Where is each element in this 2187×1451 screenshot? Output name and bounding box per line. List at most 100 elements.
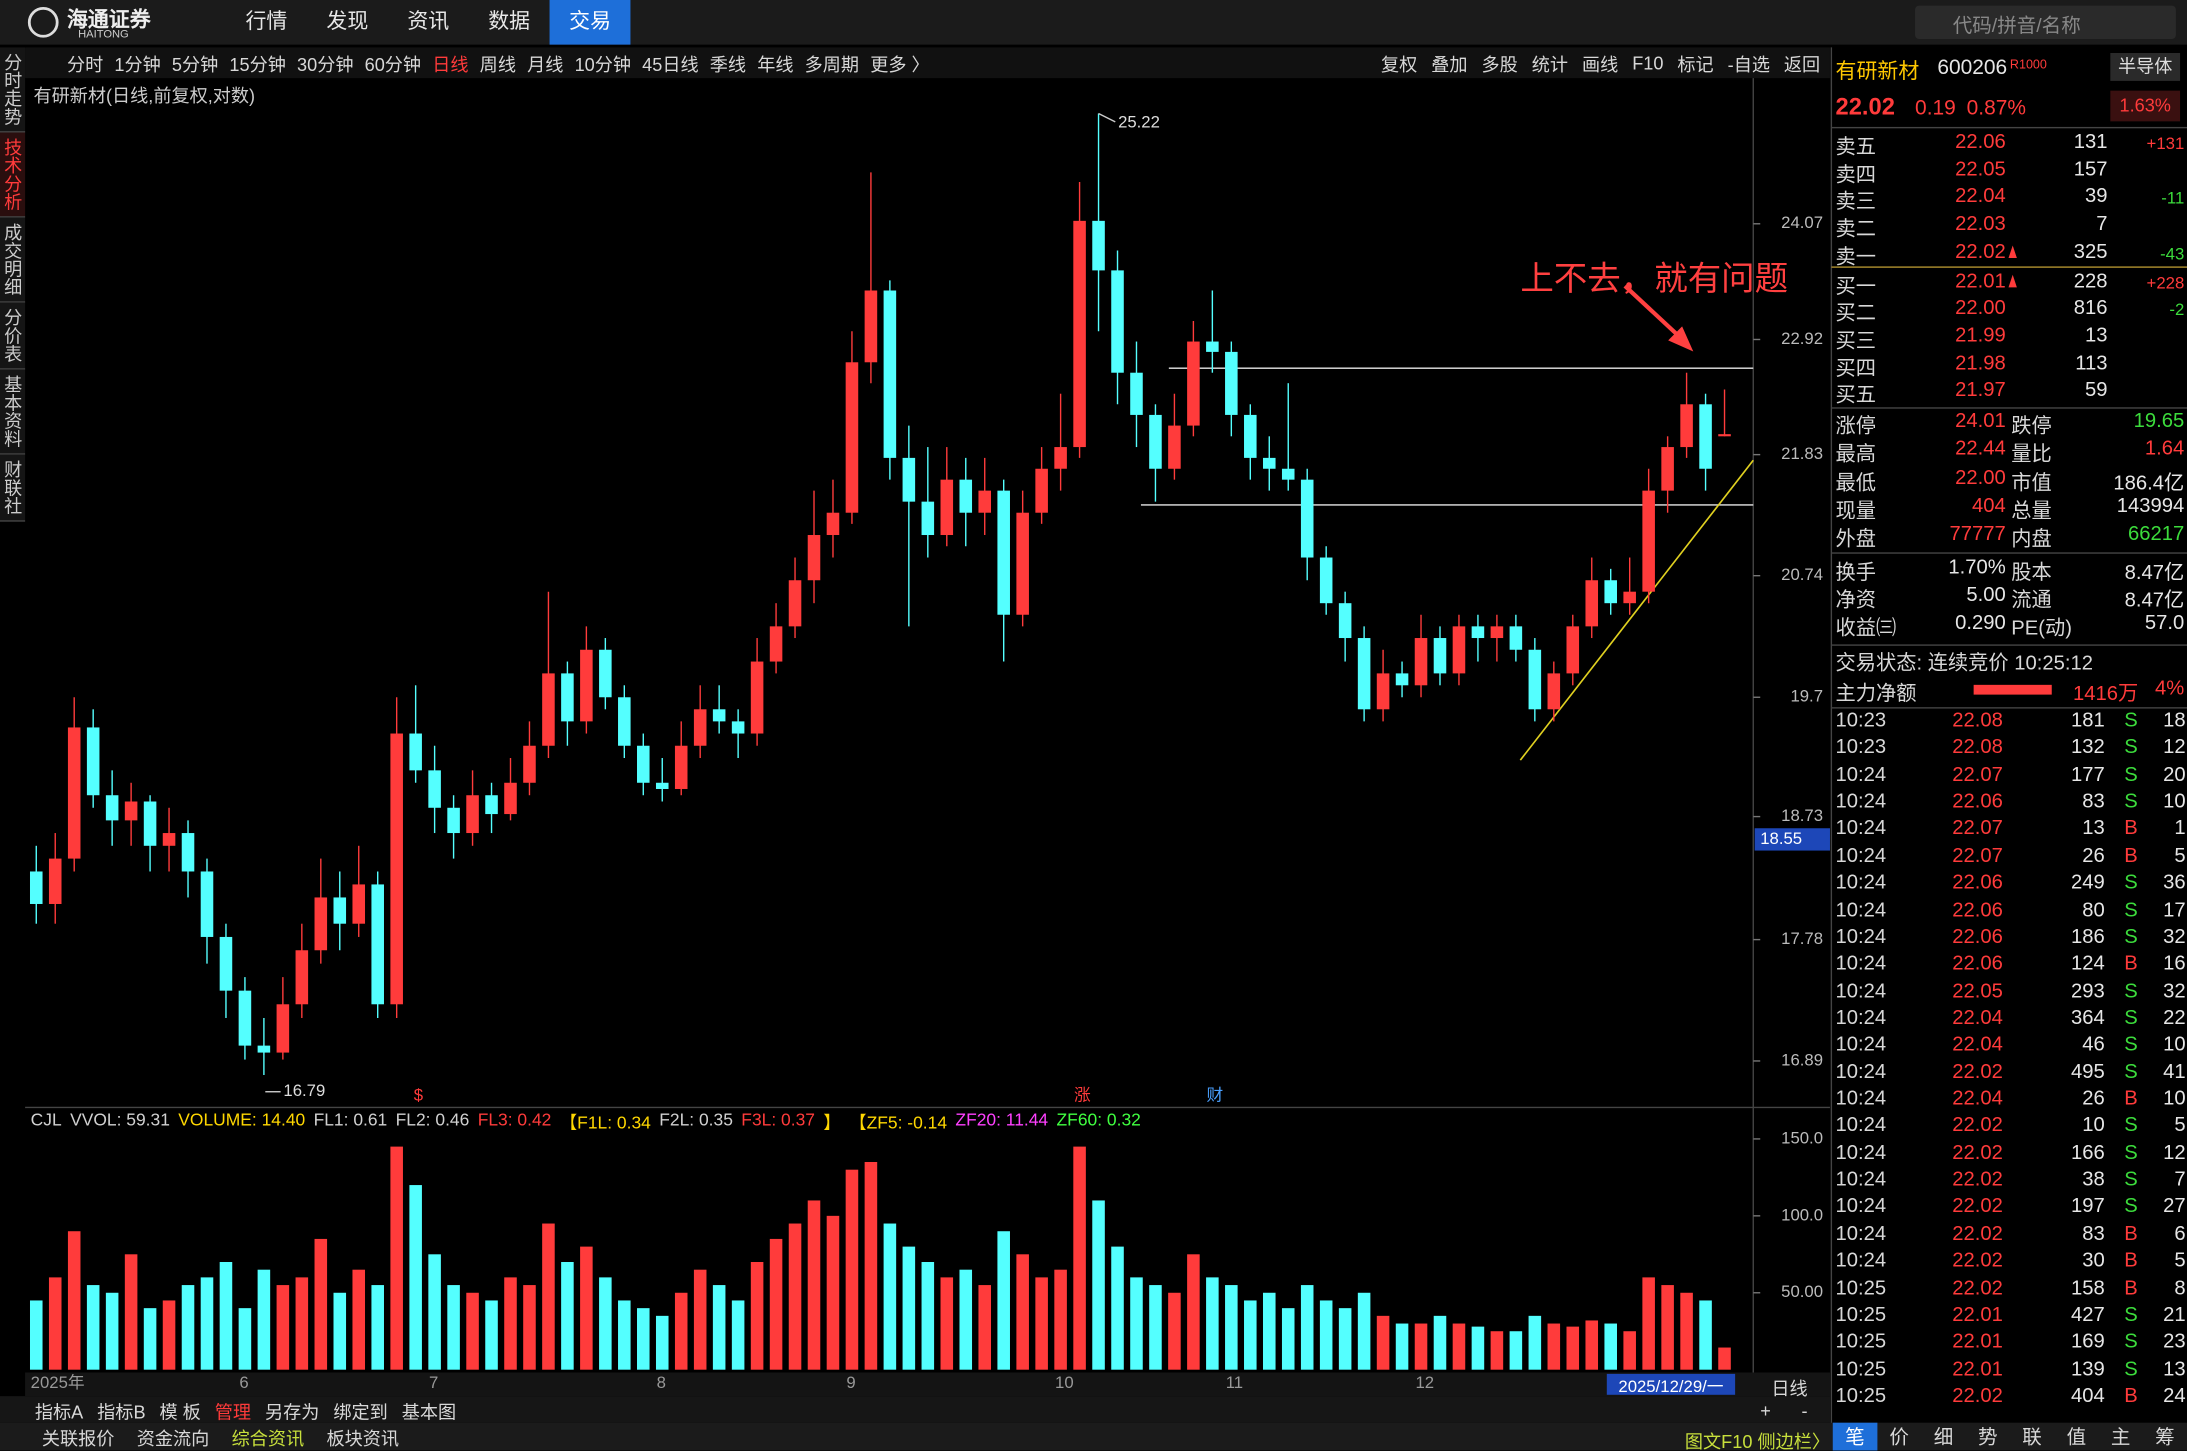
tool-button[interactable]: -自选 <box>1727 53 1770 75</box>
panel-tabs: 笔价 细 势 联 值主 筹 <box>1832 1422 2187 1451</box>
legend-item: FL2: 0.46 <box>395 1110 470 1130</box>
tick-time: 10:24 <box>1835 1141 1887 1165</box>
panel-tab[interactable]: 值 <box>2066 1425 2087 1448</box>
volume-bar <box>1092 1200 1105 1370</box>
volume-bar <box>1699 1300 1712 1370</box>
candle-body <box>693 709 707 746</box>
period-option[interactable]: 1分钟 <box>114 53 161 75</box>
menu-item[interactable]: 发现 <box>326 9 369 34</box>
panel-tab[interactable]: 笔 <box>1832 1422 1878 1451</box>
panel-tab[interactable]: 价 <box>1889 1425 1909 1448</box>
period-option[interactable]: 多周期 <box>804 53 860 75</box>
toolbar-button[interactable]: 另存为 <box>264 1401 320 1422</box>
period-option[interactable]: 分时 <box>66 53 104 75</box>
toolbar-button[interactable]: 指标A <box>34 1401 84 1422</box>
side-tab[interactable]: 财联社 <box>0 454 26 522</box>
tick-volume: 404 <box>2070 1385 2105 1408</box>
tick-time: 10:24 <box>1835 1033 1887 1057</box>
menu-item[interactable]: 数据 <box>488 9 531 34</box>
tool-button[interactable]: 统计 <box>1531 53 1569 75</box>
volume-bar <box>807 1200 821 1370</box>
book-change: +131 <box>2146 133 2185 154</box>
book-label: 卖三 <box>1835 191 1877 214</box>
period-option[interactable]: 10分钟 <box>574 53 632 75</box>
period-option[interactable]: 年线 <box>757 53 794 75</box>
bottom-tab[interactable]: 综合资讯 <box>231 1428 305 1450</box>
period-option[interactable]: 60分钟 <box>364 53 422 75</box>
tick-count: 32 <box>2163 925 2186 949</box>
sidebar-toggle[interactable]: 图文F10 侧边栏〉 <box>1684 1431 1830 1451</box>
x-tick-label: 7 <box>429 1373 438 1392</box>
candle-body <box>1604 580 1617 604</box>
side-tab[interactable]: 分时走势 <box>0 47 26 133</box>
period-option[interactable]: 5分钟 <box>171 53 219 75</box>
side-tab[interactable]: 成交明细 <box>0 217 26 303</box>
tool-button[interactable]: 画线 <box>1581 53 1619 75</box>
tool-button[interactable]: 多股 <box>1481 53 1518 75</box>
cursor-price: 18.55 <box>1760 829 1802 848</box>
period-option[interactable]: 日线 <box>432 53 469 75</box>
menu-item[interactable]: 资讯 <box>407 9 450 34</box>
bottom-tab[interactable]: 板块资讯 <box>326 1428 399 1450</box>
zoom-button[interactable]: + <box>1760 1399 1771 1421</box>
candle-body <box>712 709 726 722</box>
tool-button[interactable]: 返回 <box>1783 53 1821 75</box>
side-tab[interactable]: 技术分析 <box>0 132 26 218</box>
volume-tick-label: 50.00 <box>1781 1282 1823 1301</box>
tick-count: 6 <box>2174 1222 2186 1246</box>
period-option[interactable]: 月线 <box>527 53 564 75</box>
panel-tab[interactable]: 主 <box>2110 1425 2131 1448</box>
tool-button[interactable]: 叠加 <box>1431 53 1468 75</box>
toolbar-button[interactable]: 模 板 <box>159 1401 201 1422</box>
book-price: 21.98 <box>1955 352 2006 375</box>
side-tab[interactable]: 分价表 <box>0 302 26 370</box>
tick-price: 22.05 <box>1952 979 2003 1003</box>
candle-body <box>959 479 973 513</box>
tick-count: 10 <box>2163 1087 2186 1111</box>
menu-item[interactable]: 交易 <box>549 0 631 45</box>
volume-bar <box>1262 1292 1276 1370</box>
toolbar-button[interactable]: 管理 <box>214 1401 252 1422</box>
volume-bar <box>1718 1347 1731 1370</box>
side-tab[interactable]: 基本资料 <box>0 369 26 455</box>
bottom-tab[interactable]: 资金流向 <box>136 1428 210 1450</box>
tick-time: 10:24 <box>1835 790 1887 814</box>
tool-button[interactable]: 标记 <box>1677 53 1714 75</box>
y-tick-label: 22.92 <box>1781 329 1823 348</box>
tick-side: S <box>2124 1168 2138 1192</box>
toolbar-button[interactable]: 绑定到 <box>333 1401 388 1422</box>
search-box[interactable] <box>1915 5 2176 40</box>
book-price: 21.99 <box>1955 324 2006 348</box>
volume-bar <box>1490 1331 1504 1370</box>
volume-bar <box>731 1300 745 1370</box>
period-option[interactable]: 周线 <box>479 53 516 75</box>
tool-button[interactable]: 复权 <box>1381 53 1418 75</box>
period-option[interactable]: 季线 <box>709 53 747 75</box>
tool-button[interactable]: F10 <box>1632 52 1664 74</box>
y-tick-label: 17.78 <box>1781 929 1823 948</box>
toolbar-button[interactable]: 指标B <box>97 1401 146 1422</box>
stat-value: 8.47亿 <box>2124 561 2185 584</box>
menu-item[interactable]: 行情 <box>245 9 288 34</box>
tick-count: 8 <box>2174 1277 2186 1300</box>
panel-tab[interactable]: 细 <box>1933 1425 1954 1448</box>
bottom-tab[interactable]: 关联报价 <box>41 1428 115 1450</box>
zoom-button[interactable]: - <box>1801 1399 1808 1421</box>
panel-tab[interactable]: 筹 <box>2155 1425 2175 1448</box>
tick-volume: 166 <box>2070 1141 2105 1165</box>
period-option[interactable]: 15分钟 <box>229 53 286 75</box>
tick-time: 10:24 <box>1835 1222 1887 1246</box>
tick-price: 22.02 <box>1952 1114 2003 1138</box>
book-label: 卖五 <box>1835 136 1877 160</box>
period-option[interactable]: 45日线 <box>642 53 699 75</box>
book-price: 21.97 <box>1955 379 2006 403</box>
period-option[interactable]: 30分钟 <box>297 53 354 75</box>
bottom-bar <box>0 1422 2187 1451</box>
period-option[interactable]: 更多 〉 <box>870 53 930 75</box>
toolbar-button[interactable]: 基本图 <box>401 1401 457 1422</box>
tick-count: 23 <box>2163 1331 2186 1354</box>
tick-time: 10:24 <box>1835 979 1887 1003</box>
volume-bar <box>352 1269 366 1370</box>
panel-tab[interactable]: 势 <box>1978 1425 1998 1448</box>
panel-tab[interactable]: 联 <box>2022 1425 2042 1448</box>
